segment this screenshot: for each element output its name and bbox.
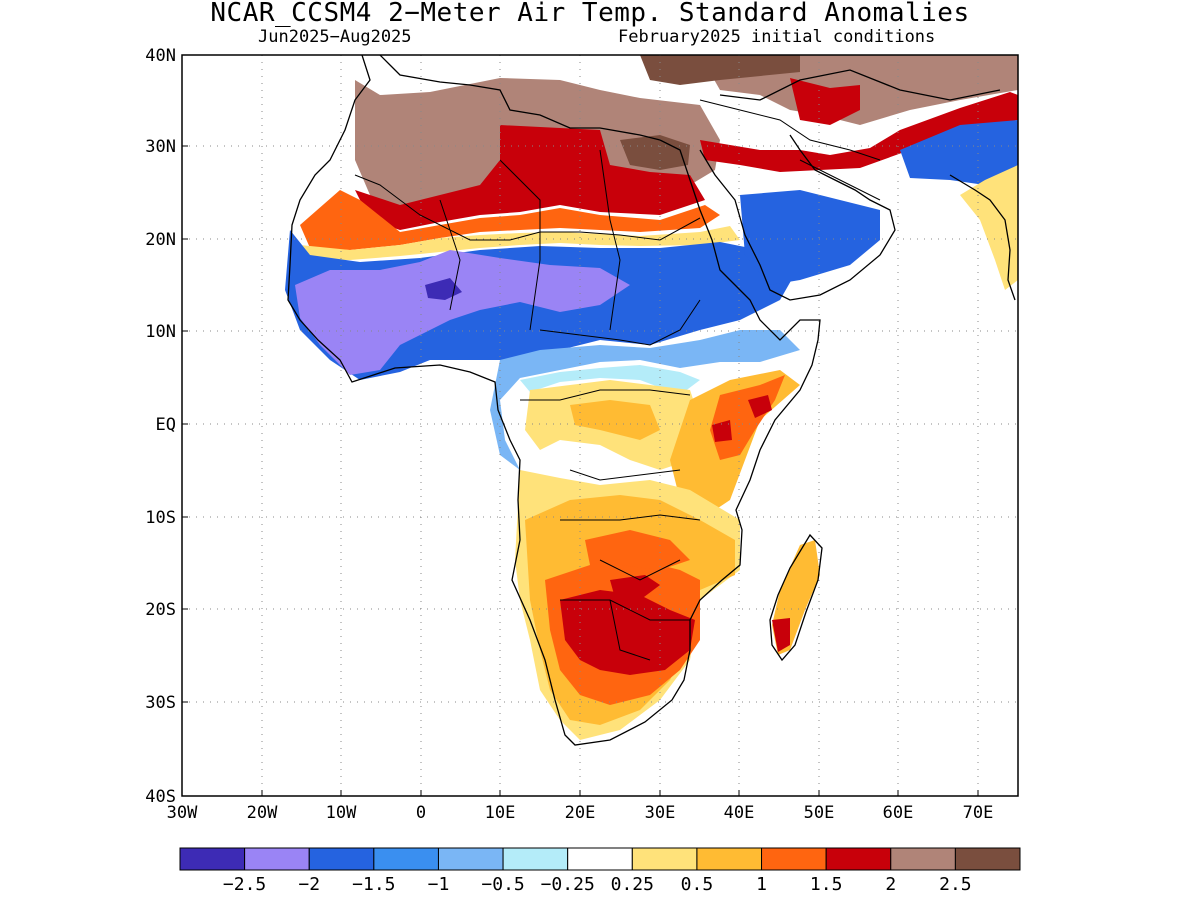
- anomaly-region-cyan-central: [520, 365, 700, 395]
- arabia-coastline: [699, 134, 896, 301]
- lon-label: 30E: [645, 803, 676, 823]
- colorbar: −2.5 −2 −1.5 −1 −0.5 −0.25 0.25 0.5 1 1.5 2 2.5: [179, 847, 1021, 895]
- lat-label: 20S: [145, 600, 176, 620]
- lon-label: 10E: [485, 803, 516, 823]
- colorbar-swatch: [437, 847, 504, 871]
- colorbar-label: 2.5: [939, 874, 972, 895]
- anomaly-region-madagascar-red: [772, 618, 790, 652]
- plot-frame: [181, 54, 1019, 797]
- colorbar-label: 0.25: [611, 874, 654, 895]
- anomaly-region-orange-zambia: [585, 530, 690, 570]
- madagascar-coastline: [769, 533, 823, 662]
- colorbar-label: −2.5: [223, 874, 266, 895]
- lat-label: 40S: [145, 787, 176, 807]
- colorbar-label: 2: [885, 874, 896, 895]
- anomaly-region-red-mozambique: [610, 575, 660, 600]
- colorbar-swatch: [825, 847, 892, 871]
- borders: [354, 99, 881, 661]
- lon-label: 0: [416, 803, 426, 823]
- colorbar-swatch: [567, 847, 633, 871]
- anomaly-region-red-arabia: [700, 92, 1018, 172]
- colorbar-swatch: [244, 847, 310, 871]
- anomaly-region-blue-arabia: [740, 190, 880, 285]
- latitude-labels: 40N 30N 20N 10N EQ 10S 20S 30S 40S: [145, 46, 176, 807]
- colorbar-swatch: [179, 847, 246, 871]
- colorbar-swatch: [890, 847, 956, 871]
- anomaly-region-red-kenya: [712, 395, 772, 442]
- anomaly-region-yellow-sahel: [300, 226, 740, 260]
- colorbar-label: −0.25: [541, 874, 595, 895]
- lat-label: 30S: [145, 693, 176, 713]
- lon-label: 20E: [565, 803, 596, 823]
- lat-label: EQ: [156, 415, 176, 435]
- coastlines: [287, 55, 1016, 746]
- forecast-period: Jun2025−Aug2025: [258, 27, 412, 47]
- lon-label: 40E: [724, 803, 755, 823]
- colorbar-label: 1: [756, 874, 767, 895]
- anomaly-region-red-iran: [790, 78, 860, 125]
- lon-label: 20W: [247, 803, 278, 823]
- anomaly-region-orange-sahel-north: [300, 190, 720, 250]
- anomaly-fields: [285, 55, 1018, 740]
- initial-conditions: February2025 initial conditions: [618, 27, 936, 47]
- anomaly-region-dark-brown-libya: [620, 135, 690, 170]
- colorbar-label: −1: [428, 874, 450, 895]
- lon-label: 30W: [167, 803, 198, 823]
- anomaly-region-purple-west-africa: [295, 250, 630, 375]
- lon-label: 60E: [883, 803, 914, 823]
- lat-label: 20N: [145, 230, 176, 250]
- anomaly-region-light-blue-central: [490, 330, 800, 470]
- lat-label: 30N: [145, 137, 176, 157]
- colorbar-label: −0.5: [481, 874, 524, 895]
- colorbar-swatch: [308, 847, 375, 871]
- colorbar-label: 1.5: [810, 874, 843, 895]
- anomaly-region-red-southern: [560, 590, 695, 675]
- colorbar-swatch: [502, 847, 569, 871]
- india-coastline: [949, 174, 1016, 301]
- lat-label: 40N: [145, 46, 176, 66]
- colorbar-swatch: [373, 847, 439, 871]
- lon-label: 70E: [963, 803, 994, 823]
- anomaly-region-red-sahara: [355, 125, 705, 230]
- colorbar-label: −2: [298, 874, 320, 895]
- lat-label: 10S: [145, 508, 176, 528]
- colorbar-label: −1.5: [352, 874, 395, 895]
- mediterranean-coast: [719, 69, 1001, 101]
- map-title: NCAR_CCSM4 2−Meter Air Temp. Standard An…: [210, 0, 970, 28]
- colorbar-swatch: [631, 847, 698, 871]
- anomaly-region-light-orange-central: [570, 400, 660, 440]
- lon-label: 50E: [804, 803, 835, 823]
- colorbar-swatch: [696, 847, 763, 871]
- anomaly-region-india-yellow: [960, 165, 1018, 290]
- lat-label: 10N: [145, 322, 176, 342]
- tick-marks: [182, 54, 979, 797]
- colorbar-swatch: [761, 847, 827, 871]
- lon-label: 10W: [326, 803, 357, 823]
- anomaly-region-blue-india: [900, 120, 1018, 185]
- longitude-labels: 30W 20W 10W 0 10E 20E 30E 40E 50E 60E 70…: [167, 803, 994, 823]
- colorbar-swatch: [954, 847, 1021, 871]
- colorbar-label: 0.5: [681, 874, 714, 895]
- anomaly-region-dark-brown-north: [640, 55, 800, 85]
